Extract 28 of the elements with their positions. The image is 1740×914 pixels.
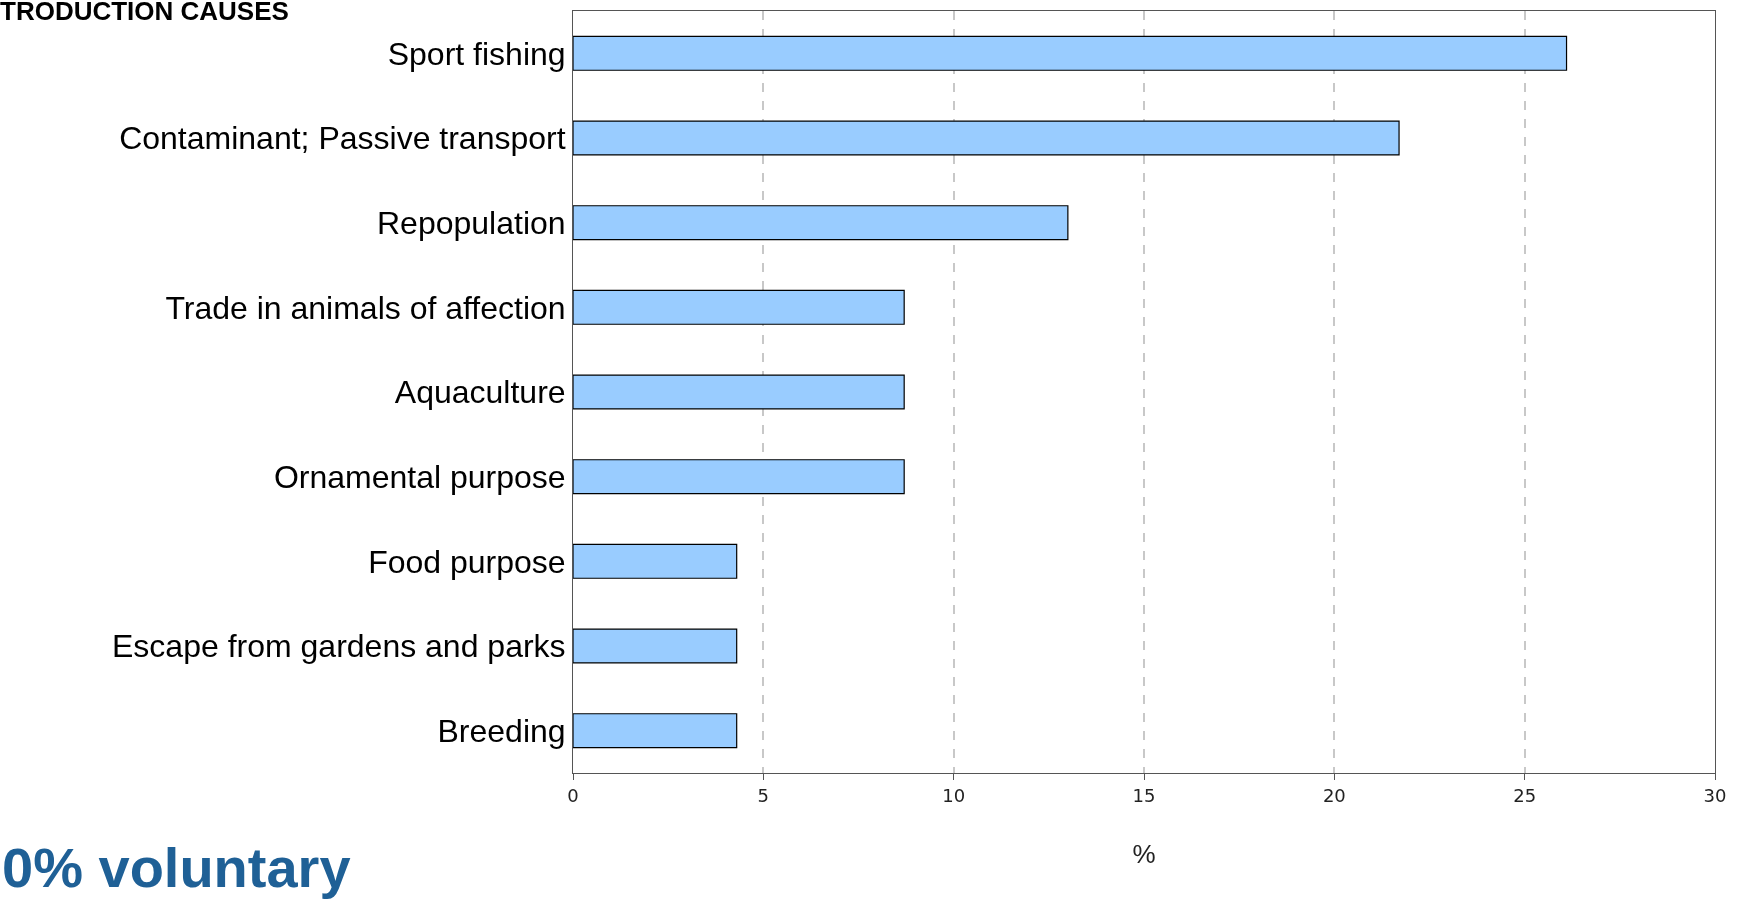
x-tick-label: 25 <box>1513 784 1537 806</box>
y-tick-label: Food purpose <box>368 543 566 580</box>
x-tick-label: 0 <box>567 784 579 806</box>
x-tick-label: 10 <box>942 784 966 806</box>
x-tick-label: 5 <box>757 784 770 806</box>
bar <box>573 628 738 664</box>
x-tick-label: 20 <box>1322 784 1346 806</box>
text: 0% voluntary <box>2 836 351 899</box>
bar <box>573 35 1568 71</box>
bar <box>573 205 1069 241</box>
bar <box>573 459 905 495</box>
bar <box>573 713 738 749</box>
y-tick-label: Breeding <box>437 712 566 749</box>
text: TRODUCTION CAUSES <box>0 0 289 27</box>
y-tick-label: Escape from gardens and parks <box>112 628 566 665</box>
x-tick-label: 15 <box>1132 784 1156 806</box>
bar <box>573 543 738 579</box>
bar <box>573 120 1400 156</box>
bar <box>573 374 905 410</box>
y-tick-label: Ornamental purpose <box>273 458 566 495</box>
y-tick-label: Trade in animals of affection <box>165 289 566 326</box>
y-tick-label: Repopulation <box>377 204 566 241</box>
y-tick-label: Aquaculture <box>394 374 566 411</box>
y-tick-label: Sport fishing <box>387 35 566 72</box>
y-tick-label: Contaminant; Passive transport <box>119 120 566 157</box>
x-tick-label: 30 <box>1703 784 1727 806</box>
bar <box>573 289 905 325</box>
x-axis-title: % <box>1132 839 1156 870</box>
